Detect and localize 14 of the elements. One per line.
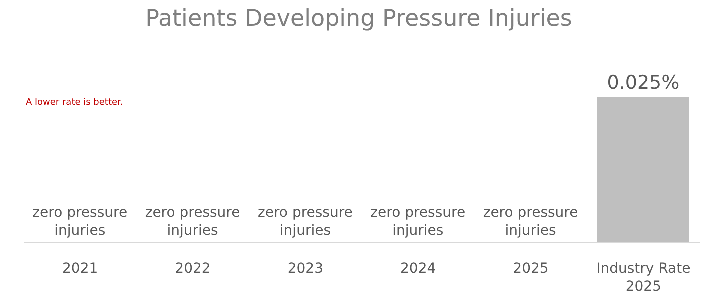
x-tick-label: 2024 — [400, 261, 436, 277]
data-label: zero pressure injuries — [145, 205, 240, 239]
x-tick-label: 2022 — [175, 261, 211, 277]
x-tick-label: Industry Rate 2025 — [596, 261, 691, 295]
data-label: zero pressure injuries — [370, 205, 466, 239]
data-label: zero pressure injuries — [258, 205, 353, 239]
x-tick-label: 2025 — [513, 261, 549, 277]
data-label: 0.025% — [607, 72, 680, 94]
chart-title: Patients Developing Pressure Injuries — [144, 6, 574, 32]
data-label: zero pressure injuries — [32, 205, 128, 239]
x-tick-label: 2023 — [288, 261, 324, 277]
data-label: zero pressure injuries — [483, 205, 578, 239]
annotation: A lower rate is better. — [26, 98, 124, 108]
x-tick-label: 2021 — [62, 261, 98, 277]
